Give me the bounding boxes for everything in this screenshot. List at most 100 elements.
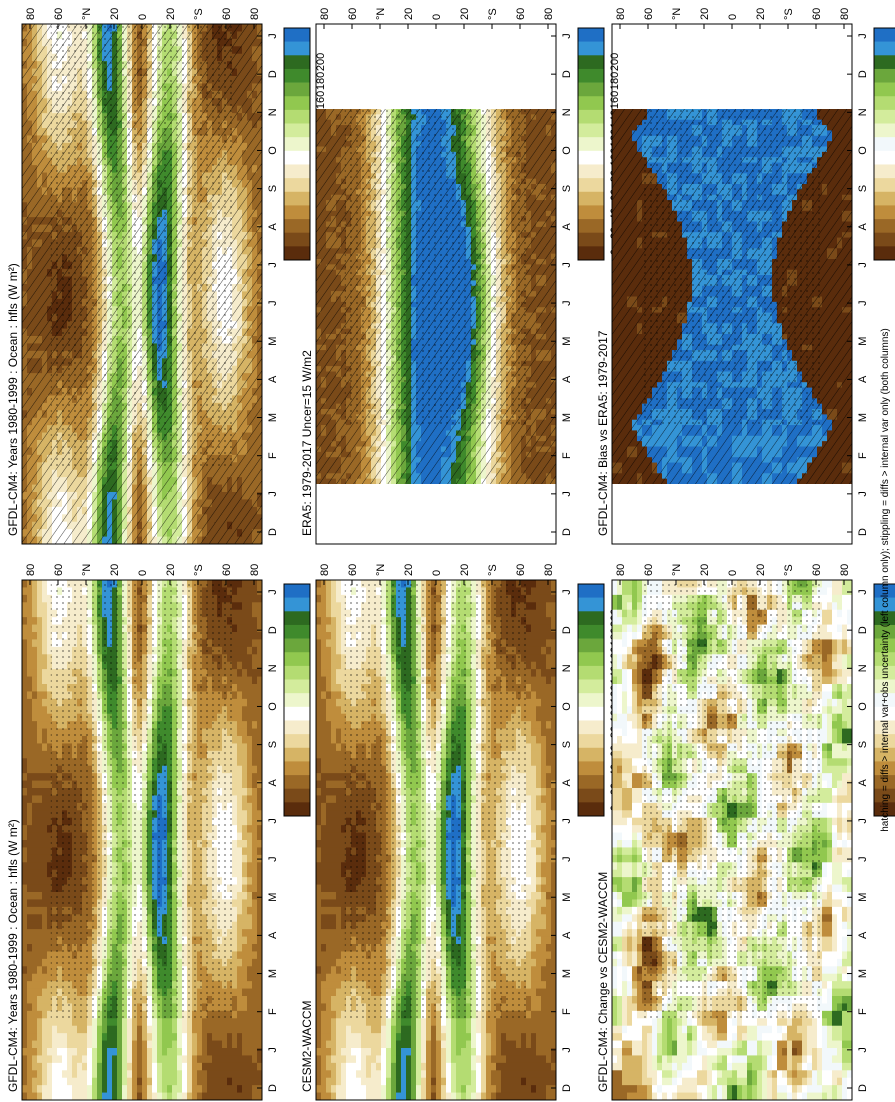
- heatmap-cell: [107, 1062, 113, 1071]
- heatmap-cell: [27, 698, 33, 707]
- heatmap-cell: [32, 869, 38, 878]
- heatmap-cell: [127, 1070, 133, 1079]
- heatmap-cell: [32, 609, 38, 618]
- month-tick-label: J: [267, 300, 279, 306]
- heatmap-cell: [117, 1077, 123, 1086]
- heatmap-cell: [92, 1033, 98, 1042]
- colorbar-label: 180: [315, 72, 327, 90]
- heatmap-cell: [37, 1040, 43, 1049]
- heatmap-cell: [42, 639, 48, 648]
- heatmap-cell: [22, 906, 28, 915]
- heatmap-cell: [47, 1092, 53, 1100]
- heatmap-cell: [42, 825, 48, 834]
- heatmap-cell: [27, 1033, 33, 1042]
- heatmap-cell: [22, 884, 28, 893]
- heatmap-cell: [22, 810, 28, 819]
- lat-tick-label: 80: [249, 8, 261, 20]
- heatmap-cell: [72, 1092, 78, 1100]
- heatmap-cell: [67, 1062, 73, 1071]
- heatmap-cell: [37, 698, 43, 707]
- heatmap-cell: [22, 914, 28, 923]
- heatmap-cell: [42, 765, 48, 774]
- heatmap-cell: [22, 587, 28, 596]
- heatmap-cell: [42, 981, 48, 990]
- heatmap-cell: [127, 1077, 133, 1086]
- heatmap-cell: [32, 1055, 38, 1064]
- heatmap-cell: [112, 1018, 118, 1027]
- heatmap-cell: [22, 1085, 28, 1094]
- heatmap-cell: [122, 1033, 128, 1042]
- heatmap-cell: [97, 1048, 103, 1057]
- heatmap-cell: [22, 973, 28, 982]
- heatmap-cell: [37, 832, 43, 841]
- heatmap-cell: [47, 914, 53, 923]
- heatmap-cell: [22, 788, 28, 797]
- heatmap-cell: [82, 1055, 88, 1064]
- heatmap-cell: [62, 1062, 68, 1071]
- heatmap-cell: [47, 639, 53, 648]
- heatmap-cell: [42, 1040, 48, 1049]
- heatmap-cell: [47, 1048, 53, 1057]
- heatmap-cell: [37, 713, 43, 722]
- heatmap-cell: [57, 1033, 63, 1042]
- heatmap-cell: [42, 840, 48, 849]
- heatmap-cell: [37, 788, 43, 797]
- heatmap-cell: [127, 1085, 133, 1094]
- heatmap-cell: [47, 736, 53, 745]
- heatmap-cell: [42, 996, 48, 1005]
- heatmap-cell: [42, 698, 48, 707]
- heatmap-cell: [27, 743, 33, 752]
- heatmap-cell: [32, 1003, 38, 1012]
- colorbar-swatch: [284, 164, 310, 179]
- heatmap-cell: [37, 758, 43, 767]
- heatmap-cell: [27, 966, 33, 975]
- heatmap-cell: [22, 869, 28, 878]
- lat-tick-label: 60: [53, 8, 65, 20]
- heatmap-cell: [52, 1048, 58, 1057]
- heatmap-cell: [37, 847, 43, 856]
- heatmap-cell: [47, 832, 53, 841]
- heatmap-cell: [37, 966, 43, 975]
- heatmap-cell: [42, 713, 48, 722]
- heatmap-cell: [112, 1055, 118, 1064]
- heatmap-cell: [32, 713, 38, 722]
- heatmap-cell: [72, 1055, 78, 1064]
- heatmap-cell: [42, 951, 48, 960]
- heatmap-cell: [37, 706, 43, 715]
- heatmap-cell: [42, 832, 48, 841]
- heatmap-cell: [62, 1025, 68, 1034]
- heatmap-cell: [42, 773, 48, 782]
- heatmap-cell: [47, 765, 53, 774]
- heatmap-cell: [47, 854, 53, 863]
- heatmap-cell: [82, 1048, 88, 1057]
- heatmap-cell: [22, 1077, 28, 1086]
- heatmap-cell: [32, 736, 38, 745]
- heatmap-cell: [47, 721, 53, 730]
- heatmap-cell: [22, 698, 28, 707]
- heatmap-cell: [27, 899, 33, 908]
- heatmap-cell: [47, 780, 53, 789]
- month-tick-label: J: [267, 33, 279, 39]
- heatmap-cell: [47, 587, 53, 596]
- heatmap-cell: [27, 594, 33, 603]
- heatmap-cell: [37, 669, 43, 678]
- heatmap-cell: [127, 1062, 133, 1071]
- heatmap-cell: [27, 788, 33, 797]
- heatmap-cell: [47, 580, 53, 589]
- heatmap-cell: [27, 817, 33, 826]
- heatmap-cell: [42, 661, 48, 670]
- heatmap-cell: [32, 580, 38, 589]
- lat-tick-label: 20: [109, 8, 121, 20]
- heatmap-cell: [42, 780, 48, 789]
- heatmap-cell: [32, 780, 38, 789]
- heatmap-cell: [32, 1062, 38, 1071]
- heatmap-cell: [87, 1040, 93, 1049]
- heatmap-cell: [42, 936, 48, 945]
- heatmap-cell: [37, 602, 43, 611]
- heatmap-cell: [67, 1018, 73, 1027]
- heatmap-cell: [47, 884, 53, 893]
- heatmap-cell: [42, 587, 48, 596]
- heatmap-cell: [32, 743, 38, 752]
- heatmap-cell: [22, 1092, 28, 1100]
- heatmap-cell: [32, 1092, 38, 1100]
